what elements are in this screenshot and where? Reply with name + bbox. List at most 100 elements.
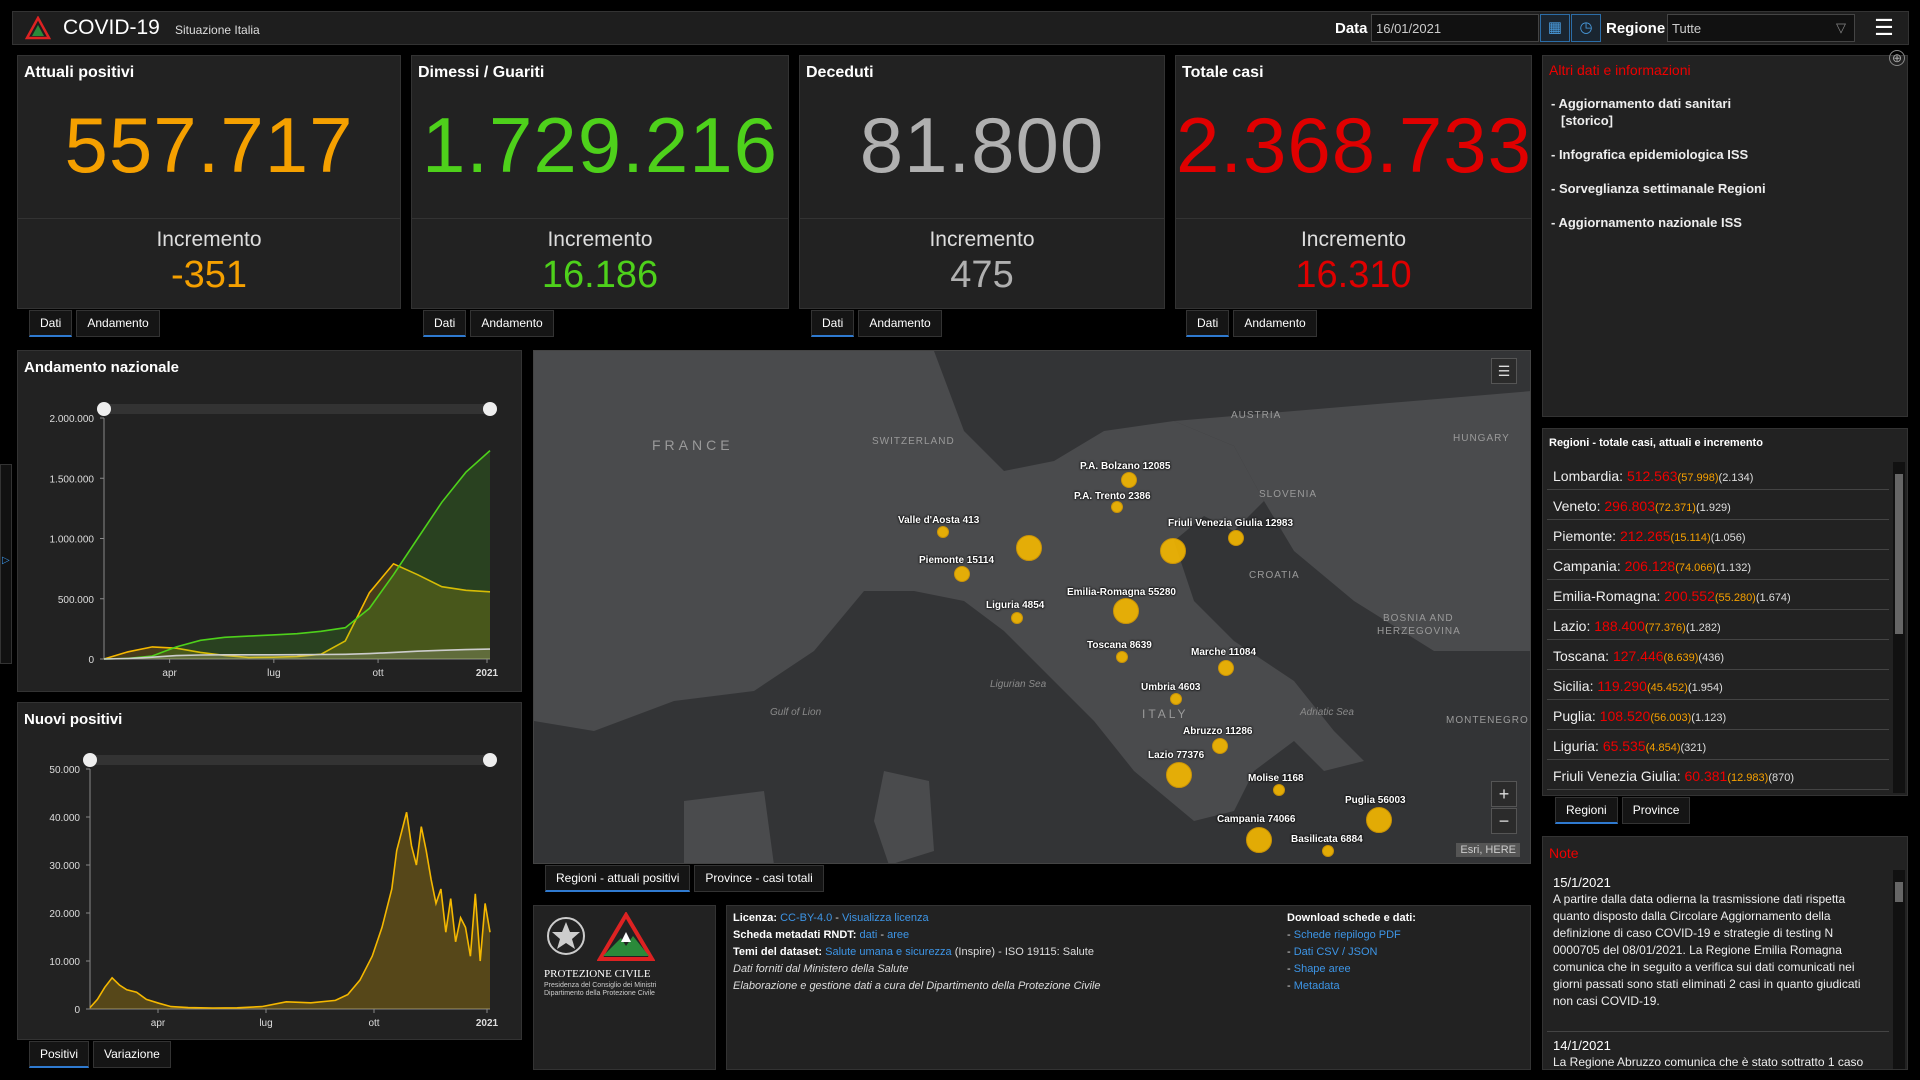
calendar-icon: ▦ [1547,19,1563,36]
tab-andamento[interactable]: Andamento [858,310,942,337]
tab-regioni[interactable]: Regioni [1555,797,1618,824]
hamburger-menu-icon: ☰ [1874,15,1894,40]
card-title: Totale casi [1182,64,1264,81]
download-pdf-link[interactable]: Schede riepilogo PDF [1293,929,1401,941]
metadata-aree-link[interactable]: aree [887,929,910,941]
tab-andamento[interactable]: Andamento [1233,310,1317,337]
region-bubble[interactable] [1166,762,1192,788]
region-increment: (1.282) [1685,622,1721,634]
region-row[interactable]: Veneto: 296.803(72.371)(1.929) [1547,490,1889,520]
series-line [103,450,491,660]
region-total: 296.803 [1604,498,1655,514]
tab-dati[interactable]: Dati [1186,310,1230,337]
region-row[interactable]: Toscana: 127.446(8.639)(436) [1547,640,1889,670]
region-bubble[interactable] [1366,807,1392,833]
map-region-label: Piemonte 15114 [919,555,995,566]
region-bubble[interactable] [1111,501,1123,513]
region-bubble[interactable] [1246,827,1272,853]
region-row[interactable]: Sicilia: 119.290(45.452)(1.954) [1547,670,1889,700]
card-value: 81.800 [859,101,1105,189]
download-csv-link[interactable]: Dati CSV / JSON [1293,946,1378,958]
region-bubble[interactable] [1170,693,1182,705]
app-title: COVID-19 [63,16,160,39]
map-attribution[interactable]: Esri, HERE [1456,843,1520,857]
menu-button[interactable]: ☰ [1871,16,1897,42]
region-row[interactable]: Liguria: 65.535(4.854)(321) [1547,730,1889,760]
region-row[interactable]: Lazio: 188.400(77.376)(1.282) [1547,610,1889,640]
region-bubble[interactable] [1116,651,1128,663]
tab-andamento[interactable]: Andamento [470,310,554,337]
map-label-hungary: HUNGARY [1453,433,1510,444]
map-region-label: Puglia 56003 [1345,795,1406,806]
metadata-dati-link[interactable]: dati [859,929,878,941]
expand-icon[interactable]: ⊕ [1889,50,1905,66]
card-totale-casi: Totale casi 2.368.733 Incremento 16.310 [1175,55,1532,309]
region-row[interactable]: Emilia-Romagna: 200.552(55.280)(1.674) [1547,580,1889,610]
y-tick-label: 0 [88,655,94,666]
tab-positivi[interactable]: Positivi [29,1041,90,1068]
region-row[interactable]: Piemonte: 212.265(15.114)(1.056) [1547,520,1889,550]
region-bubble[interactable] [1218,660,1234,676]
tab-dati[interactable]: Dati [423,310,467,337]
date-input[interactable] [1371,14,1539,42]
region-bubble[interactable] [1121,472,1137,488]
region-row[interactable]: Lombardia: 512.563(57.998)(2.134) [1547,460,1889,490]
view-license-link[interactable]: Visualizza licenza [842,912,929,924]
download-shape-link[interactable]: Shape aree [1293,963,1351,975]
region-name: Lombardia: [1553,468,1624,484]
link-sorveglianza-regioni[interactable]: - Sorveglianza settimanale Regioni [1551,181,1766,196]
zoom-out-button[interactable]: − [1491,808,1517,834]
map-region-label: Marche 11084 [1191,647,1257,658]
link-aggiornamento-nazionale-iss[interactable]: - Aggiornamento nazionale ISS [1551,215,1742,230]
region-bubble[interactable] [1113,598,1139,624]
region-bubble[interactable] [1160,538,1186,564]
region-current: (55.280) [1714,592,1756,604]
region-bubble[interactable] [954,566,970,582]
republic-emblem-icon [547,917,585,955]
scrollbar-thumb[interactable] [1895,474,1903,634]
region-select[interactable]: Tutte ▽ [1667,14,1855,42]
card-increment: 475 [950,254,1014,296]
map-label-herzegovina: HERZEGOVINA [1377,626,1461,637]
tab-regioni-attuali-positivi[interactable]: Regioni - attuali positivi [545,865,691,892]
tab-province[interactable]: Province [1621,797,1691,824]
tab-dati[interactable]: Dati [811,310,855,337]
zoom-in-button[interactable]: + [1491,781,1517,807]
info-panel: Altri dati e informazioni - Aggiornament… [1542,50,1908,417]
tab-andamento[interactable]: Andamento [76,310,160,337]
link-infografica-iss[interactable]: - Infografica epidemiologica ISS [1551,147,1749,162]
region-bubble[interactable] [1212,738,1228,754]
link-storico[interactable]: [storico] [1561,113,1613,128]
region-bubble[interactable] [1228,530,1244,546]
license-link[interactable]: CC-BY-4.0 [780,912,833,924]
region-row[interactable]: Campania: 206.128(74.066)(1.132) [1547,550,1889,580]
scrollbar[interactable] [1893,870,1905,1069]
map-legend-button[interactable]: ☰ [1491,358,1517,384]
region-bubble[interactable] [1322,845,1334,857]
download-metadata-link[interactable]: Metadata [1293,980,1340,992]
time-button[interactable]: ◷ [1571,14,1601,42]
license-line: Licenza: CC-BY-4.0 - Visualizza licenza [733,912,929,924]
map[interactable]: FRANCE SWITZERLAND AUSTRIA HUNGARY SLOVE… [533,350,1531,864]
region-row[interactable]: Friuli Venezia Giulia: 60.381(12.983)(87… [1547,760,1889,790]
tab-dati[interactable]: Dati [29,310,73,337]
scrollbar-thumb[interactable] [1895,882,1903,902]
region-name: Lazio: [1553,618,1591,634]
region-bubble[interactable] [1016,535,1042,561]
side-panel-toggle[interactable]: ▷ [0,464,12,664]
map-label-slovenia: SLOVENIA [1259,489,1318,500]
card-value: 2.368.733 [1176,101,1533,189]
theme-link[interactable]: Salute umana e sicurezza [825,946,952,958]
themes-label: Temi del dataset: [733,946,823,958]
region-bubble[interactable] [1273,784,1285,796]
tab-province-casi-totali[interactable]: Province - casi totali [694,865,824,892]
link-aggiornamento-dati[interactable]: - Aggiornamento dati sanitari [1551,96,1732,111]
region-current: (56.003) [1650,712,1692,724]
tab-variazione[interactable]: Variazione [93,1041,171,1068]
region-bubble[interactable] [1011,612,1023,624]
themes-line: Temi del dataset: Salute umana e sicurez… [733,946,1094,958]
region-bubble[interactable] [937,526,949,538]
scrollbar[interactable] [1893,462,1905,793]
calendar-button[interactable]: ▦ [1540,14,1570,42]
region-row[interactable]: Puglia: 108.520(56.003)(1.123) [1547,700,1889,730]
